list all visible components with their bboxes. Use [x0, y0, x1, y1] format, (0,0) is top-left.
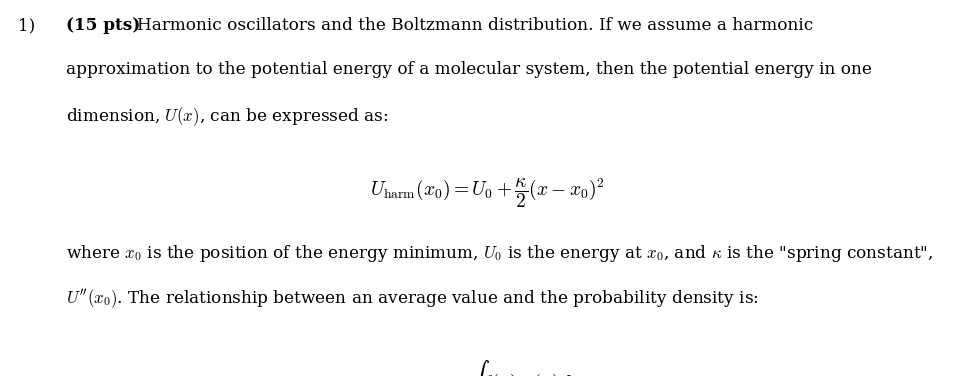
Text: $U_{\mathrm{harm}}(x_0) = U_0 + \dfrac{\kappa}{2}(x - x_0)^2$: $U_{\mathrm{harm}}(x_0) = U_0 + \dfrac{\… [370, 177, 604, 211]
Text: (15 pts): (15 pts) [66, 17, 140, 34]
Text: 1): 1) [18, 17, 35, 34]
Text: $U''(x_0)$. The relationship between an average value and the probability densit: $U''(x_0)$. The relationship between an … [66, 287, 759, 310]
Text: Harmonic oscillators and the Boltzmann distribution. If we assume a harmonic: Harmonic oscillators and the Boltzmann d… [137, 17, 814, 34]
Text: where $x_0$ is the position of the energy minimum, $U_0$ is the energy at $x_0$,: where $x_0$ is the position of the energ… [66, 243, 934, 264]
Text: approximation to the potential energy of a molecular system, then the potential : approximation to the potential energy of… [66, 61, 873, 78]
Text: $\langle g(x) \rangle = \dfrac{\int f(x)w(x)dx}{\int w(x)dx}$: $\langle g(x) \rangle = \dfrac{\int f(x)… [391, 359, 584, 376]
Text: dimension, $U(x)$, can be expressed as:: dimension, $U(x)$, can be expressed as: [66, 106, 389, 128]
